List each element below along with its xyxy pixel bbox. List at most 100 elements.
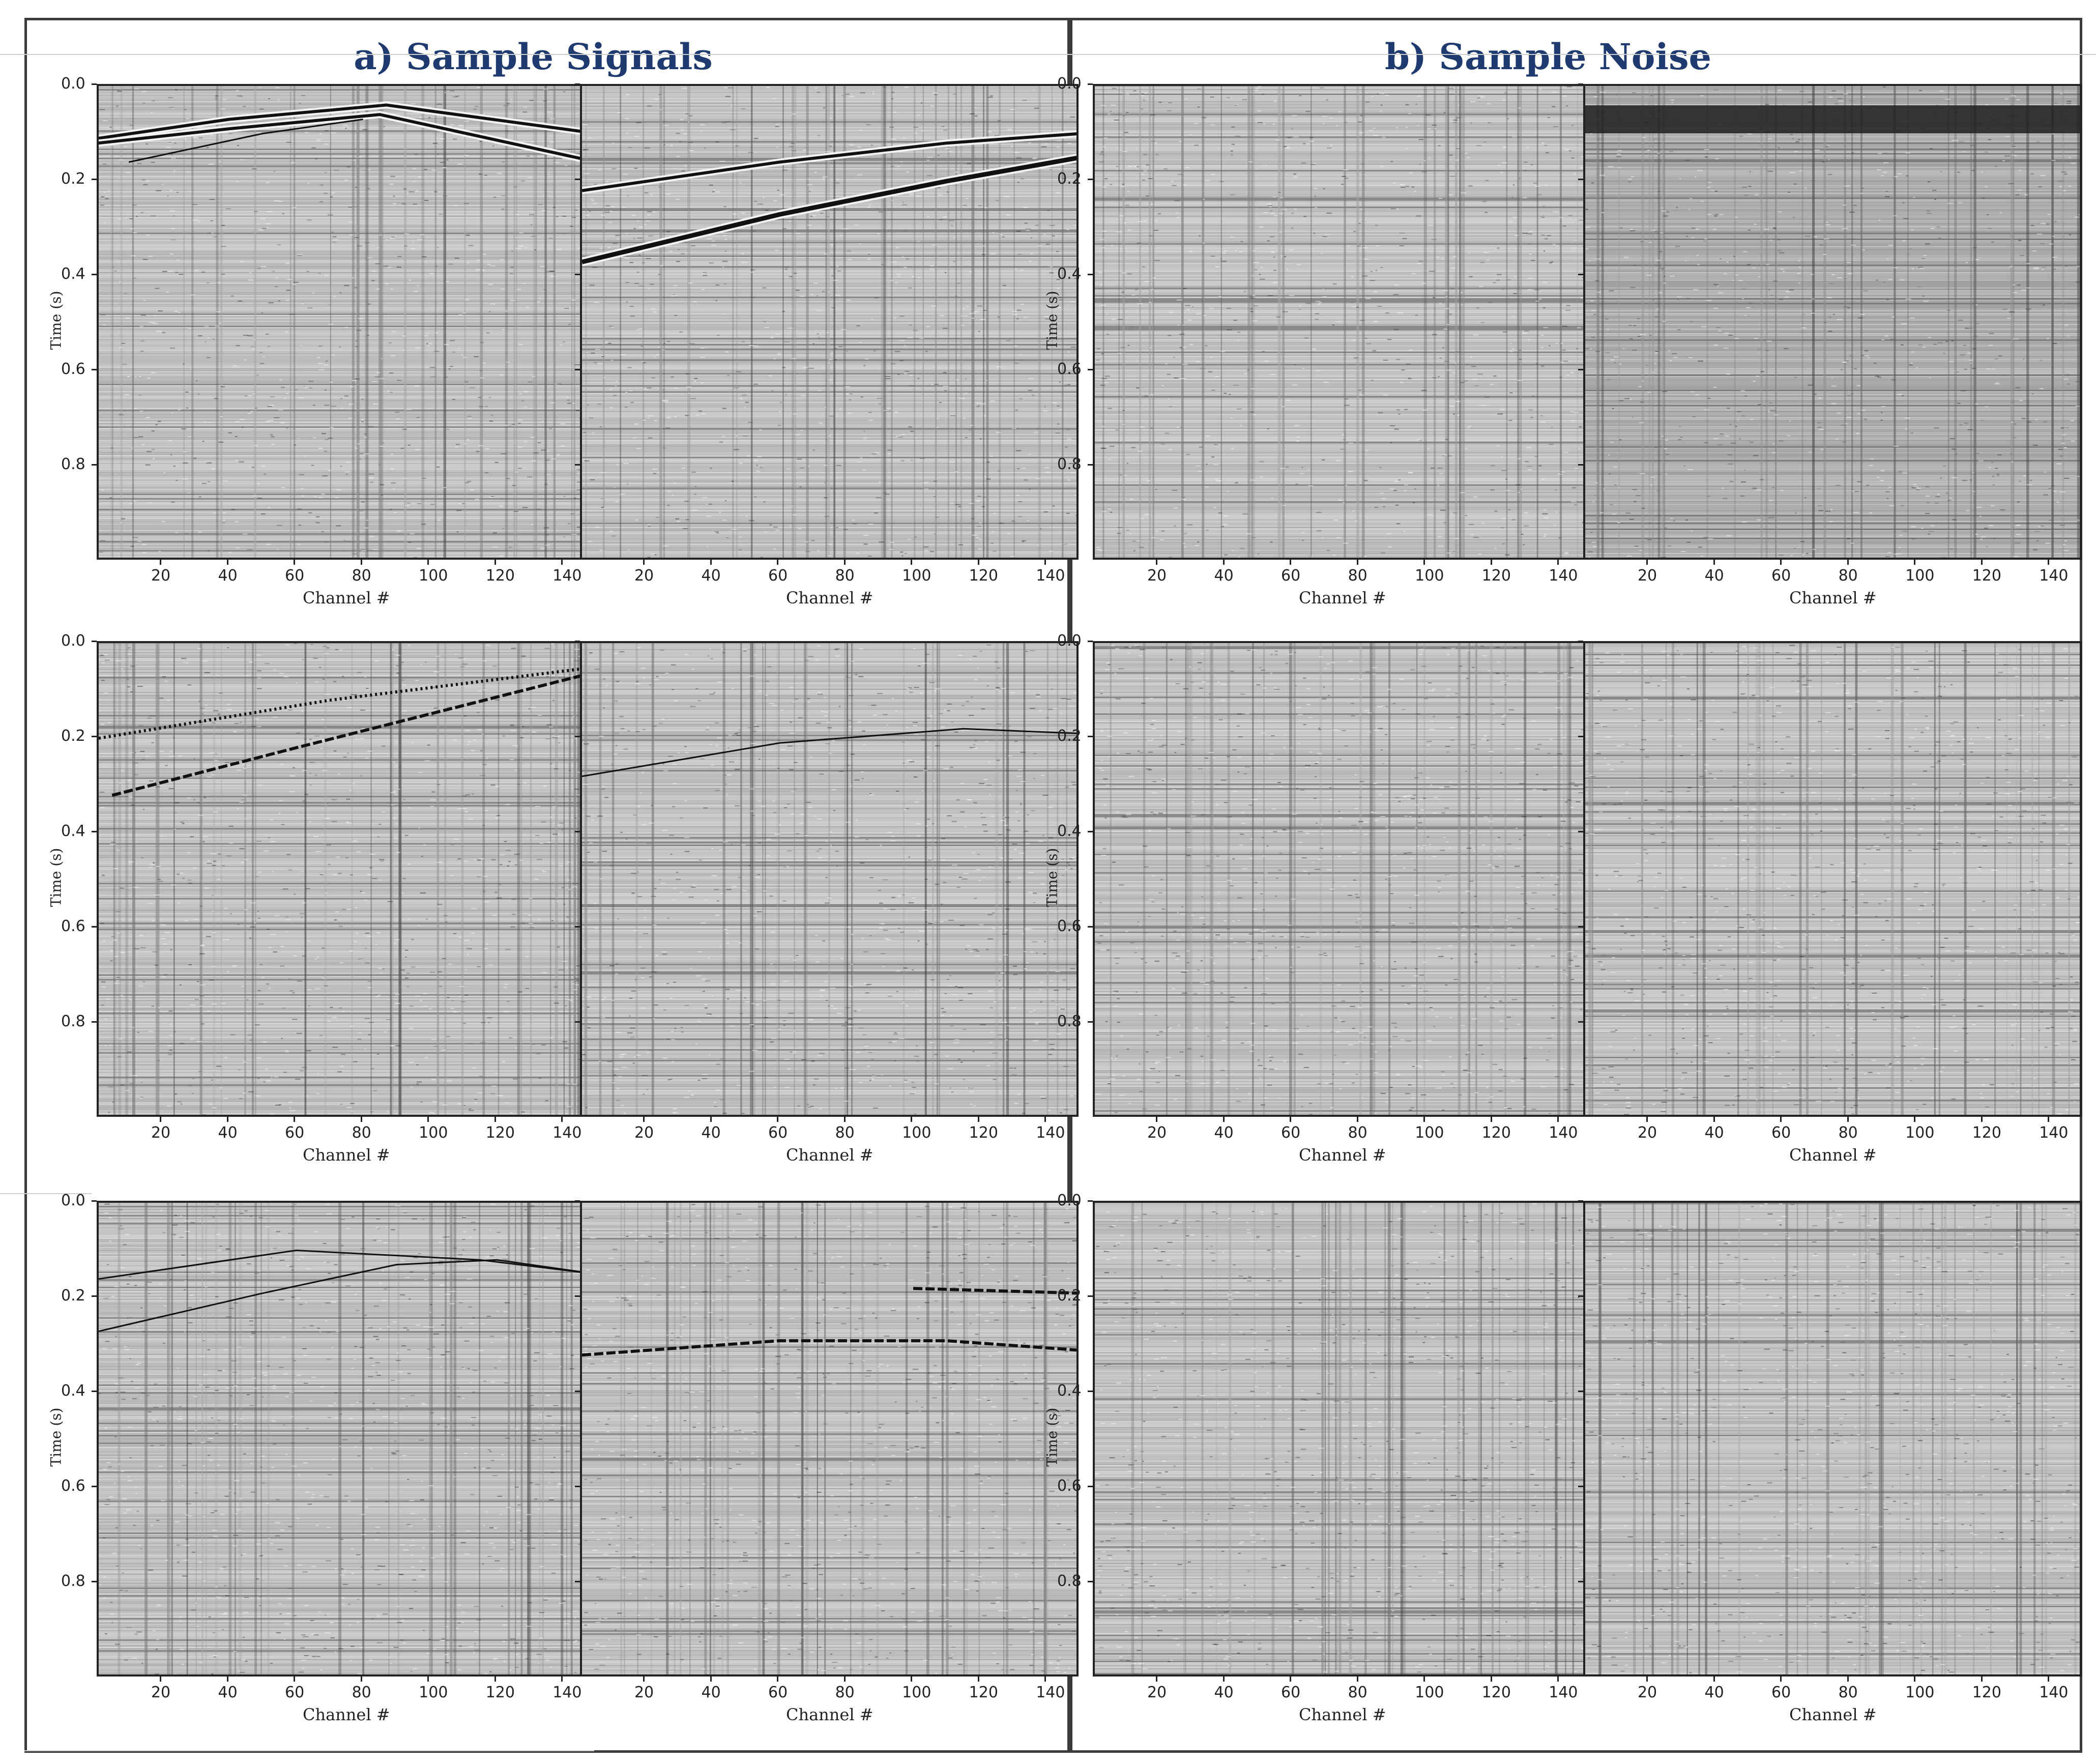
noise-speckle <box>364 242 370 244</box>
noise-speckle <box>187 797 191 799</box>
noise-speckle <box>542 871 546 873</box>
noise-speckle <box>407 919 410 920</box>
noise-speckle <box>556 216 559 217</box>
time-striation <box>99 1078 593 1079</box>
noise-speckle <box>456 531 459 533</box>
noise-speckle <box>276 277 278 279</box>
time-striation <box>99 175 593 176</box>
noise-speckle <box>855 1052 861 1053</box>
time-striation <box>99 820 593 821</box>
noise-speckle <box>152 919 155 921</box>
noise-speckle <box>570 513 574 515</box>
noise-speckle <box>119 414 124 416</box>
noise-speckle <box>306 1095 308 1097</box>
time-striation <box>582 871 1076 872</box>
noise-speckle <box>328 1020 331 1022</box>
noise-speckle <box>257 223 259 225</box>
noise-speckle <box>917 114 920 116</box>
noise-speckle <box>673 294 676 296</box>
time-striation <box>582 750 1076 751</box>
time-striation <box>99 1080 593 1081</box>
noise-speckle <box>328 438 333 439</box>
noise-speckle <box>817 92 821 93</box>
noise-speckle <box>145 180 150 182</box>
noise-speckle <box>138 725 144 727</box>
noise-speckle <box>286 141 292 143</box>
noise-speckle <box>308 821 311 823</box>
time-striation <box>582 773 1076 774</box>
noise-speckle <box>500 555 504 557</box>
noise-speckle <box>903 137 906 139</box>
noise-speckle <box>427 333 429 335</box>
noise-speckle <box>948 919 954 921</box>
time-striation <box>99 394 593 395</box>
noise-speckle <box>170 154 173 155</box>
time-striation <box>582 869 1076 870</box>
channel-streak <box>585 86 587 558</box>
time-striation <box>99 341 593 342</box>
noise-speckle <box>251 759 254 760</box>
noise-speckle <box>559 822 565 824</box>
noise-speckle <box>325 892 328 894</box>
noise-speckle <box>966 198 969 199</box>
noise-speckle <box>341 1054 346 1055</box>
noise-speckle <box>699 859 702 861</box>
noise-speckle <box>140 947 146 948</box>
noise-speckle <box>824 482 826 483</box>
noise-speckle <box>126 678 129 680</box>
time-striation <box>99 672 593 673</box>
noise-speckle <box>943 768 949 770</box>
noise-speckle <box>1003 955 1008 956</box>
noise-speckle <box>269 947 272 948</box>
noise-speckle <box>959 924 965 926</box>
noise-speckle <box>607 247 611 248</box>
noise-speckle <box>380 972 383 974</box>
time-striation <box>99 367 593 368</box>
noise-speckle <box>265 1068 269 1070</box>
time-striation <box>99 503 593 504</box>
noise-speckle <box>550 402 555 403</box>
noise-speckle <box>944 272 947 273</box>
noise-speckle <box>706 546 709 548</box>
noise-speckle <box>511 423 515 425</box>
noise-speckle <box>385 283 389 285</box>
noise-speckle <box>355 345 358 347</box>
noise-speckle <box>602 678 606 680</box>
noise-speckle <box>401 661 404 663</box>
time-striation <box>582 1055 1076 1056</box>
noise-speckle <box>280 946 285 947</box>
time-striation <box>99 272 593 273</box>
noise-speckle <box>226 855 232 857</box>
noise-speckle <box>292 992 295 994</box>
noise-speckle <box>689 343 695 344</box>
noise-speckle <box>850 964 853 965</box>
time-striation <box>99 225 593 226</box>
time-striation <box>99 1084 593 1086</box>
noise-speckle <box>652 763 654 764</box>
noise-speckle <box>357 245 362 247</box>
noise-speckle <box>819 422 823 424</box>
noise-speckle <box>927 216 929 218</box>
noise-speckle <box>240 419 245 420</box>
noise-speckle <box>593 861 598 863</box>
noise-speckle <box>985 741 988 742</box>
time-striation <box>99 958 593 959</box>
noise-speckle <box>334 919 337 921</box>
noise-speckle <box>463 759 466 761</box>
noise-speckle <box>211 468 215 470</box>
noise-speckle <box>115 660 122 661</box>
noise-speckle <box>116 980 120 981</box>
noise-speckle <box>1018 769 1023 771</box>
noise-speckle <box>265 223 271 224</box>
noise-speckle <box>363 453 369 455</box>
noise-speckle <box>546 474 551 476</box>
noise-speckle <box>432 142 438 144</box>
noise-speckle <box>758 842 761 844</box>
noise-speckle <box>879 903 883 904</box>
noise-speckle <box>744 997 746 999</box>
time-striation <box>582 698 1076 699</box>
noise-speckle <box>1031 253 1033 254</box>
noise-speckle <box>723 774 727 776</box>
noise-speckle <box>731 105 733 107</box>
noise-speckle <box>647 211 652 212</box>
